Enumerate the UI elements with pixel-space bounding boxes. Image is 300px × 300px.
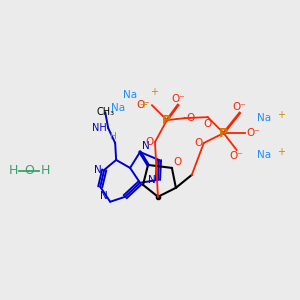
Text: +: + bbox=[278, 110, 285, 120]
Text: O: O bbox=[204, 118, 212, 129]
Text: NH: NH bbox=[92, 123, 107, 133]
Text: O: O bbox=[24, 164, 34, 177]
Text: O⁻: O⁻ bbox=[137, 100, 151, 110]
Text: Na: Na bbox=[257, 113, 272, 123]
Text: N: N bbox=[100, 191, 108, 201]
Text: O: O bbox=[194, 138, 202, 148]
Text: Na: Na bbox=[111, 103, 125, 113]
Text: H: H bbox=[40, 164, 50, 177]
Text: N: N bbox=[94, 165, 102, 175]
Text: O⁻: O⁻ bbox=[171, 94, 185, 104]
Text: O⁻: O⁻ bbox=[230, 151, 244, 161]
Text: H: H bbox=[8, 164, 18, 177]
Text: Na: Na bbox=[123, 90, 137, 100]
Text: N: N bbox=[148, 175, 156, 185]
Text: CH₃: CH₃ bbox=[96, 107, 114, 117]
Text: H: H bbox=[110, 132, 116, 141]
Text: O: O bbox=[174, 157, 182, 167]
Text: N: N bbox=[142, 141, 149, 151]
Text: O⁻: O⁻ bbox=[233, 102, 247, 112]
Text: +: + bbox=[150, 87, 158, 97]
Text: +: + bbox=[278, 147, 285, 157]
Text: Na: Na bbox=[257, 150, 272, 160]
Text: O: O bbox=[145, 137, 154, 147]
Text: P: P bbox=[219, 127, 228, 140]
Text: +: + bbox=[139, 100, 147, 110]
Text: O⁻: O⁻ bbox=[246, 128, 260, 138]
Text: O: O bbox=[186, 113, 194, 123]
Text: P: P bbox=[162, 114, 172, 127]
